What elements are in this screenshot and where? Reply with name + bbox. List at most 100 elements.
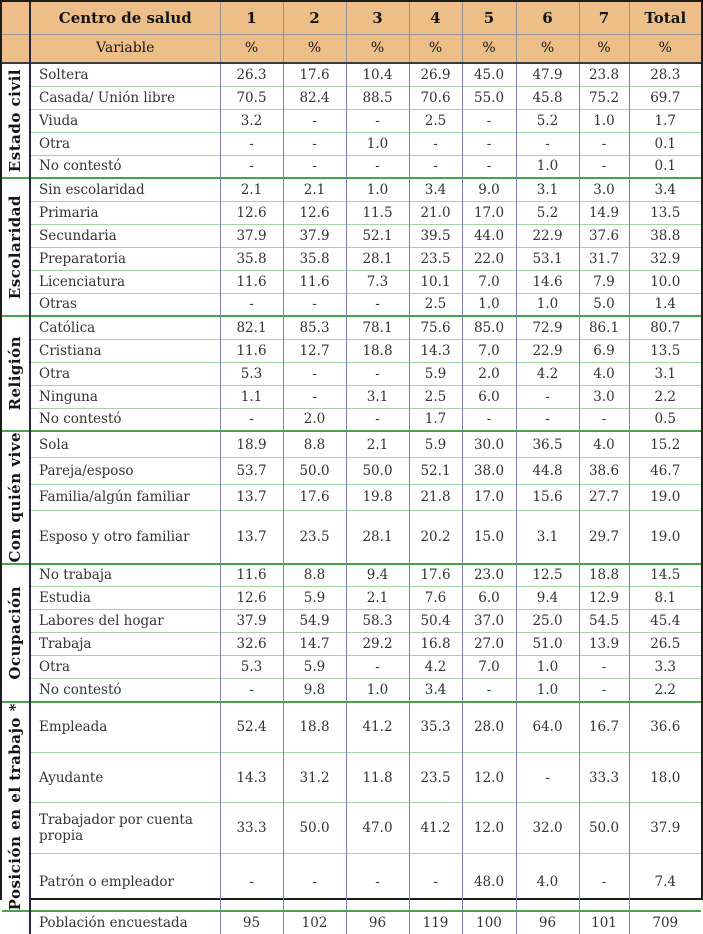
cell-value: 3.1 [515,509,579,564]
cell-value: 13.5 [628,338,701,362]
cell-value: 14.6 [515,269,579,293]
cell-value: 9.0 [461,177,516,201]
cell-value: 32.9 [628,246,701,270]
cell-value: 18.8 [345,338,409,362]
unit-cell: % [345,33,409,63]
cell-value: 2.5 [408,108,462,132]
cell-value: - [578,131,629,155]
cell-value: 37.9 [282,223,346,247]
cell-value: 7.0 [461,269,516,293]
row-variable: Soltera [30,62,220,86]
cell-value: 3.0 [578,177,629,201]
cell-value: 38.0 [461,457,516,484]
cell-value: 4.2 [515,361,579,385]
cell-value: - [282,361,346,385]
table-header: Centro de salud 1 2 3 4 5 6 7 Total Variable %%… [2,2,701,63]
cell-value: 17.0 [461,483,516,511]
cell-value: 8.8 [282,562,346,587]
cell-value: 96 [515,909,579,934]
cell-value: 80.7 [628,315,701,339]
cell-value: - [461,407,516,431]
cell-value: 35.8 [282,246,346,270]
table-row: Trabaja 32.6 14.7 29.2 16.8 27.0 51.0 13.9 26.5 [2,632,701,656]
table-row: Licenciatura 11.6 11.6 7.3 10.1 7.0 14.6 7.9 10.… [2,269,701,293]
cell-value: 23.5 [408,246,462,270]
cell-value: 1.7 [408,407,462,431]
cell-value: 38.6 [578,457,629,484]
row-variable: Sin escolaridad [30,177,220,201]
cell-value: 1.1 [219,384,283,408]
cell-value: 22.9 [515,223,579,247]
cell-value: 29.2 [345,632,409,656]
cell-value: 12.5 [515,562,579,587]
cell-value: 5.9 [282,655,346,679]
cell-value: 11.6 [282,269,346,293]
table-body: Estado civil Soltera 26.3 17.6 10.4 26.9 45.0 4… [2,62,701,934]
cell-value: 13.7 [219,509,283,564]
table-row: No contestó -9.8 1.0 3.4-1.0-2.2 [2,678,701,702]
cell-value: 2.1 [219,177,283,201]
cell-value: - [282,853,346,911]
cell-value: 41.2 [345,700,409,753]
row-variable: No contestó [30,678,220,702]
row-variable: Casada/ Unión libre [30,85,220,109]
group-label: Religión [6,336,24,411]
table-row: Secundaria 37.9 37.9 52.1 39.5 44.0 22.9 37.6 38… [2,223,701,247]
group-label-cell: Escolaridad [2,177,31,316]
cell-value: 1.0 [515,655,579,679]
cell-value: 12.0 [461,751,516,803]
row-variable: Población encuestada [30,909,220,934]
cell-value: - [408,853,462,911]
cell-value: 50.0 [345,457,409,484]
column-header: 5 [461,2,516,34]
row-variable: Ayudante [30,751,220,803]
cell-value: 37.0 [461,609,516,633]
cell-value: 3.2 [219,108,283,132]
variable-header: Variable [29,33,220,63]
row-variable: Secundaria [30,223,220,247]
row-variable: Familia/algún familiar [30,483,220,511]
cell-value: 46.7 [628,457,701,484]
cell-value: 75.2 [578,85,629,109]
cell-value: 52.1 [345,223,409,247]
cell-value: 32.6 [219,632,283,656]
cell-value: 35.8 [219,246,283,270]
row-variable: Esposo y otro familiar [30,509,220,564]
cell-value: 55.0 [461,85,516,109]
cell-value: 12.7 [282,338,346,362]
cell-value: 35.3 [408,700,462,753]
cell-value: 17.6 [408,562,462,587]
row-variable: Primaria [30,200,220,224]
cell-value: 54.9 [282,609,346,633]
cell-value: - [408,154,462,178]
cell-value: 23.5 [282,509,346,564]
header-row-title: Centro de salud 1 2 3 4 5 6 7 Total [2,2,701,34]
cell-value: 7.6 [408,586,462,610]
cell-value: 22.0 [461,246,516,270]
cell-value: 2.1 [345,586,409,610]
cell-value: 95 [219,909,283,934]
cell-value: 14.3 [219,751,283,803]
cell-value: 11.6 [219,562,283,587]
cell-value: 1.0 [461,292,516,316]
cell-value: 45.8 [515,85,579,109]
cell-value: 5.9 [408,361,462,385]
cell-value: 25.0 [515,609,579,633]
cell-value: 17.6 [282,62,346,86]
cell-value: 12.9 [578,586,629,610]
cell-value: 18.9 [219,430,283,458]
cell-value: 82.1 [219,315,283,339]
cell-value: 23.0 [461,562,516,587]
cell-value: 5.9 [408,430,462,458]
table-row: Labores del hogar 37.9 54.9 58.3 50.4 37.0 25.… [2,609,701,633]
cell-value: 21.0 [408,200,462,224]
row-variable: Preparatoria [30,246,220,270]
cell-value: 10.0 [628,269,701,293]
cell-value: 6.9 [578,338,629,362]
table-row: Otra 5.3- -5.9 2.0 4.2 4.0 3.1 [2,361,701,385]
cell-value: - [461,678,516,702]
table-row: No contestó -2.0-1.7- - -0.5 [2,407,701,431]
cell-value: 0.1 [628,131,701,155]
cell-value: 2.5 [408,384,462,408]
